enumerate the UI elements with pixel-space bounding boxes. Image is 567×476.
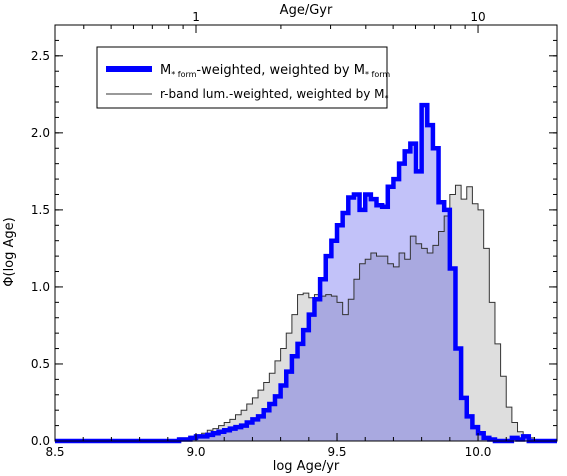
- y-tick-label: 0.5: [31, 357, 50, 371]
- x-tick-label: 9.0: [186, 445, 205, 459]
- top-axis-label: Age/Gyr: [280, 3, 333, 18]
- x-tick-label: 9.5: [327, 445, 346, 459]
- top-tick-label: 1: [192, 10, 200, 24]
- legend-label-lum-weighted: r-band lum.-weighted, weighted by M*: [160, 87, 389, 103]
- legend-label-mass-weighted: M* form-weighted, weighted by M* form: [160, 63, 390, 79]
- y-axis-label: Φ(log Age): [2, 217, 17, 286]
- x-tick-label: 8.5: [45, 445, 64, 459]
- plot-border: [54, 24, 558, 442]
- y-tick-label: 2.5: [31, 49, 50, 63]
- y-tick-label: 1.0: [31, 280, 50, 294]
- x-axis-label: log Age/yr: [273, 459, 340, 474]
- top-tick-label: 10: [470, 10, 485, 24]
- histogram-fill-lum-weighted: [55, 185, 557, 441]
- y-tick-label: 1.5: [31, 203, 50, 217]
- y-tick-label: 2.0: [31, 126, 50, 140]
- y-tick-label: 0.0: [31, 434, 50, 448]
- histogram-fill-mass-weighted: [55, 105, 557, 442]
- histogram-lines: [55, 102, 557, 444]
- axis-ticks: 8.5 9.0 9.5 10.0 0.0 0.5 1.0 1.5 2.0 2.5 1 10: [31, 10, 557, 459]
- x-tick-label: 10.0: [465, 445, 492, 459]
- histogram-fills: [55, 105, 557, 442]
- legend: M* form-weighted, weighted by M* form r-…: [96, 46, 390, 109]
- histogram-line-mass-weighted: [55, 102, 557, 444]
- legend-box: [96, 46, 388, 109]
- plot-frame: [54, 24, 558, 442]
